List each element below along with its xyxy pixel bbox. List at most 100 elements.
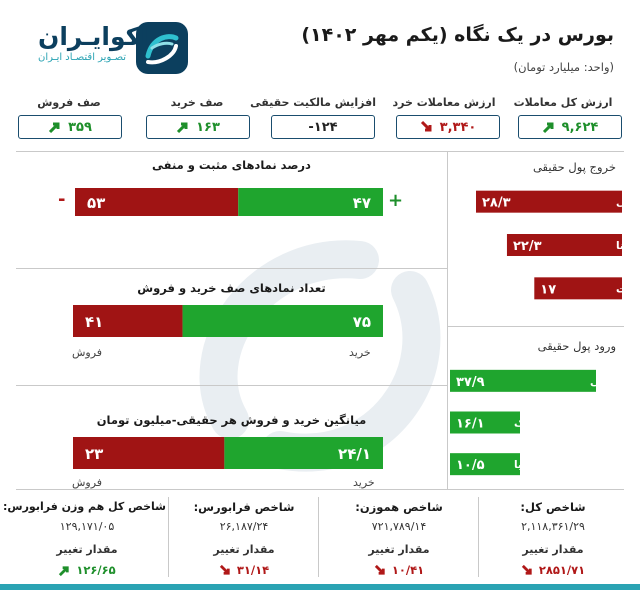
stat-label-sell-queue: صف فروش	[37, 96, 101, 109]
category-label: شپنا	[616, 240, 624, 252]
data-label: ۳۷/۹	[456, 375, 485, 390]
category-label: خزامیا	[514, 459, 546, 471]
index-change-label: مقدار تغییر	[56, 543, 118, 556]
data-label: ۲۳	[85, 445, 103, 463]
stat-label-buy-queue: صف خرید	[170, 96, 224, 109]
stat-box-total-value: ۹,۶۲۴	[518, 115, 622, 139]
divider	[16, 151, 624, 152]
bar-negative	[73, 305, 183, 337]
bar-positive	[182, 305, 383, 337]
data-label: ۱۶/۱	[456, 417, 485, 432]
bar-negative	[75, 188, 239, 216]
chart-title: خروج پول حقیقی	[532, 160, 616, 174]
index-change: ۲۸۵۱/۷۱	[488, 563, 618, 577]
arrow-up-icon	[49, 122, 60, 134]
chart-title: میانگین خرید و فروش هر حقیقی-میلیون توما…	[96, 413, 367, 427]
data-label: ۱۰/۵	[456, 458, 485, 473]
bar-positive	[224, 437, 383, 469]
category-label: خرید	[349, 346, 371, 359]
stat-value: -۱۲۴	[308, 119, 338, 135]
index-title: شاخص کل هم وزن فرابورس:	[3, 500, 166, 513]
logo-tagline: تصـویر اقتصـاد ایـران	[38, 52, 127, 63]
logo-name: اکوایـران	[38, 22, 149, 51]
category-label: فملی	[616, 197, 624, 209]
index-value: ۷۲۱,۷۸۹/۱۴	[371, 520, 427, 533]
arrow-down-icon	[374, 564, 385, 575]
index-change: ۱۰/۴۱	[324, 563, 474, 577]
chart-svg: ۵۳ ۴۷	[75, 188, 383, 216]
chart-queues: ۴۱ ۷۵	[73, 305, 383, 337]
stat-label-retail-value: ارزش معاملات خرد	[392, 96, 496, 109]
arrow-up-icon	[177, 122, 188, 134]
chart-avg-trade: ۲۳ ۲۴/۱	[73, 437, 383, 469]
divider	[16, 489, 624, 490]
chart-outflow: فملی ۲۸/۳ شپنا ۲۲/۳ وبملت ۱۷	[448, 180, 640, 310]
brand-logo	[30, 18, 195, 78]
category-label: حکشتی	[590, 376, 624, 388]
category-label: فروش	[72, 476, 103, 489]
divider	[16, 268, 447, 269]
stat-box-sell-queue: ۳۵۹	[18, 115, 122, 139]
index-change-value: ۲۸۵۱/۷۱	[538, 563, 586, 577]
data-label: ۴۱	[85, 313, 103, 331]
index-change-value: ۱۲۶/۶۵	[76, 563, 116, 577]
index-change-label: مقدار تغییر	[213, 543, 275, 556]
index-change-value: ۱۰/۴۱	[391, 563, 425, 577]
stat-box-retail-value: ۳,۳۴۰	[396, 115, 500, 139]
category-label: خرید	[353, 476, 375, 489]
stat-value: ۳۵۹	[68, 119, 92, 135]
bar	[450, 411, 520, 434]
bar	[476, 190, 622, 213]
chart-title: تعداد نمادهای صف خرید و فروش	[137, 281, 326, 295]
data-label: ۲۴/۱	[338, 445, 371, 463]
index-title: شاخص فرابورس:	[193, 500, 295, 514]
index-change-value: ۳۱/۱۴	[236, 563, 270, 577]
chart-svg: ۴۱ ۷۵	[73, 305, 383, 337]
data-label: ۵۳	[87, 194, 105, 212]
bar	[450, 369, 596, 392]
bar	[534, 277, 622, 300]
index-change: ۳۱/۱۴	[172, 563, 316, 577]
stat-value: ۹,۶۲۴	[561, 119, 599, 135]
index-value: ۱۲۹,۱۷۱/۰۵	[59, 520, 115, 533]
data-label: ۲۲/۳	[513, 239, 542, 254]
index-change-label: مقدار تغییر	[522, 543, 584, 556]
category-label: وبملت	[616, 283, 624, 295]
stat-label-individual-ownership: افزایش مالکیت حقیقی	[250, 96, 376, 109]
chart-svg: فملی ۲۸/۳ شپنا ۲۲/۳ وبملت ۱۷	[476, 190, 640, 300]
divider	[168, 497, 169, 577]
divider	[16, 385, 447, 386]
arrow-down-icon	[521, 564, 532, 575]
page-title: بورس در یک نگاه (یکم مهر ۱۴۰۲)	[301, 24, 614, 46]
ecoiran-swirl-icon	[136, 22, 188, 74]
index-value: ۲,۱۱۸,۳۶۱/۲۹	[521, 520, 585, 533]
divider	[447, 326, 624, 327]
stat-value: ۳,۳۴۰	[439, 119, 477, 135]
chart-title: ورود پول حقیقی	[537, 339, 616, 353]
chart-svg: حکشتی ۳۷/۹ خکمک ۱۶/۱ خزامیا ۱۰/۵	[450, 369, 629, 476]
stat-box-buy-queue: ۱۶۳	[146, 115, 250, 139]
positive-sign: +	[388, 190, 404, 211]
index-title: شاخص کل:	[520, 500, 586, 514]
index-title: شاخص هموزن:	[355, 500, 443, 514]
stat-box-individual-ownership: -۱۲۴	[271, 115, 375, 139]
chart-title: درصد نمادهای مثبت و منفی	[152, 158, 311, 172]
data-label: ۲۸/۳	[482, 196, 511, 211]
chart-svg: ۲۳ ۲۴/۱	[73, 437, 383, 469]
bar	[506, 234, 622, 256]
unit-note: (واحد: میلیارد تومان)	[513, 60, 614, 74]
divider	[318, 497, 319, 577]
index-change: ۱۲۶/۶۵	[8, 563, 166, 577]
bar-positive	[238, 188, 383, 216]
chart-inflow: حکشتی ۳۷/۹ خکمک ۱۶/۱ خزامیا ۱۰/۵	[448, 360, 629, 485]
data-label: ۷۵	[353, 313, 371, 331]
chart-pos-neg: ۵۳ ۴۷	[75, 188, 383, 216]
arrow-down-icon	[219, 564, 230, 575]
index-change-label: مقدار تغییر	[368, 543, 430, 556]
data-label: ۴۷	[353, 194, 371, 212]
arrow-down-icon	[420, 120, 432, 132]
arrow-up-icon	[542, 122, 554, 134]
category-label: فروش	[72, 346, 103, 359]
stat-label-total-value: ارزش کل معاملات	[513, 96, 613, 109]
bottom-accent-bar	[0, 584, 640, 590]
